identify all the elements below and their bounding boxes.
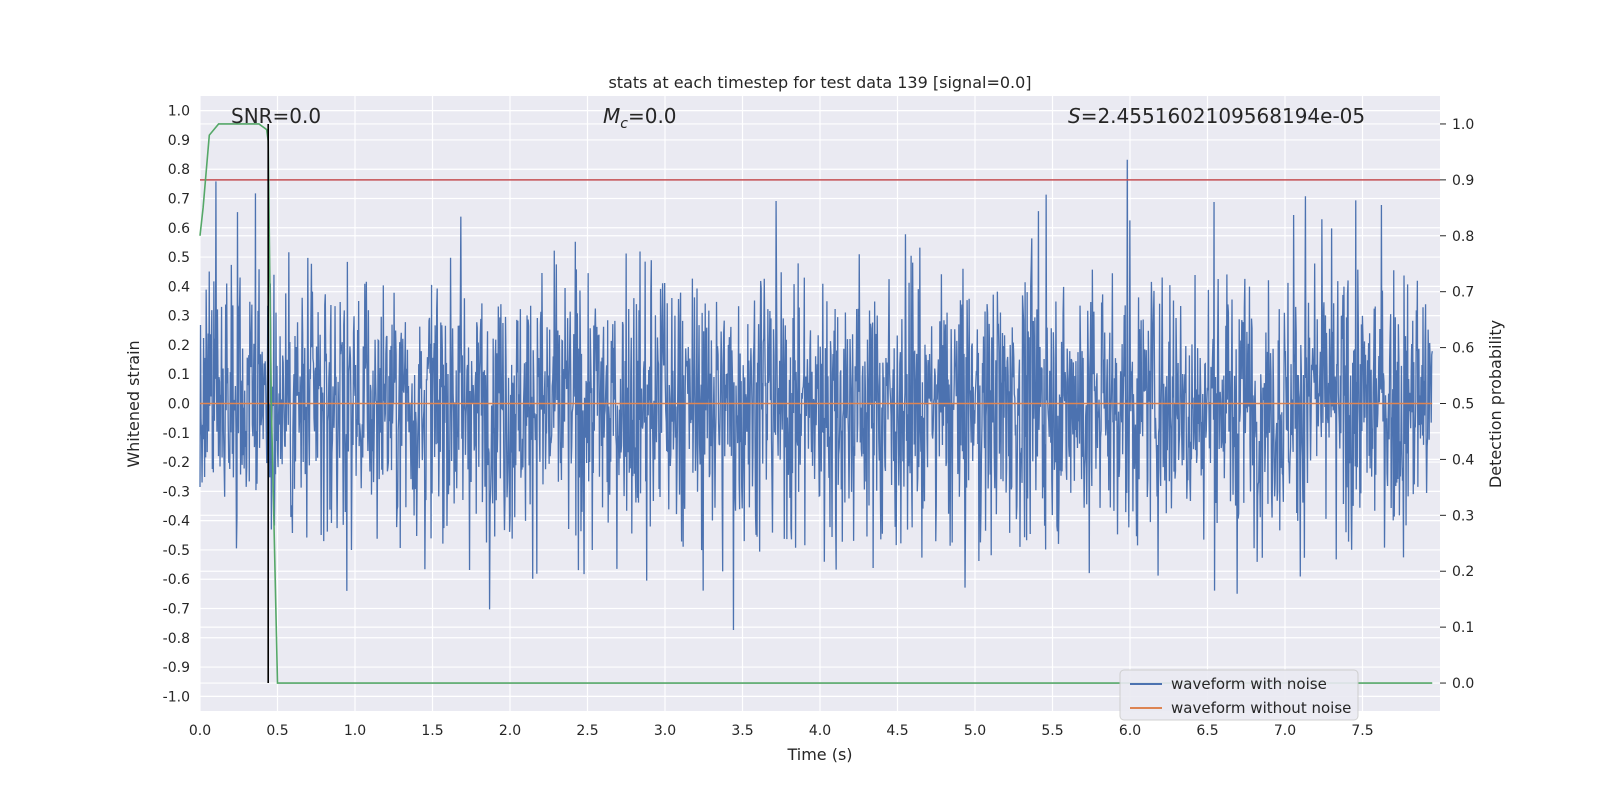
legend: waveform with noise waveform without noi… <box>1119 669 1359 721</box>
y2-tick-label: 0.5 <box>1452 397 1474 413</box>
x-tick-label: 7.0 <box>1274 723 1296 739</box>
y-tick-label: 0.7 <box>168 192 190 208</box>
series-waveform-with-noise <box>199 159 1433 631</box>
x-tick-label: 6.0 <box>1119 723 1141 739</box>
y2-tick-labels: 1.0 0.9 0.8 0.7 0.6 0.5 0.4 0.3 0.2 0.1 0.0 <box>1440 117 1474 692</box>
y-tick-label: 0.2 <box>168 338 190 354</box>
annotations: SNR=0.0 Mc=0.0 S=2.4551602109568194e-05 <box>231 104 1365 132</box>
x-tick-label: 7.5 <box>1351 723 1373 739</box>
legend-label-clean: waveform without noise <box>1171 699 1351 717</box>
y2-tick-label: 0.1 <box>1452 620 1474 636</box>
y-tick-label: 0.3 <box>168 309 190 325</box>
y-tick-label: -0.5 <box>163 543 190 559</box>
x-tick-label: 2.5 <box>576 723 598 739</box>
y2-tick-label: 0.3 <box>1452 508 1474 524</box>
y2-tick-label: 0.4 <box>1452 452 1474 468</box>
annotation-1: Mc=0.0 <box>603 104 677 132</box>
y2-tick-label: 0.9 <box>1452 173 1474 189</box>
x-tick-label: 3.5 <box>731 723 753 739</box>
y-tick-label: -0.6 <box>163 572 190 588</box>
plot-area <box>199 123 1440 684</box>
y-tick-label: 0.8 <box>168 162 190 178</box>
x-tick-label: 1.0 <box>344 723 366 739</box>
x-tick-label: 5.5 <box>1041 723 1063 739</box>
y2-tick-label: 0.7 <box>1452 285 1474 301</box>
y-axis-label: Whitened strain <box>124 340 143 467</box>
chart-title: stats at each timestep for test data 139… <box>608 73 1031 92</box>
y-tick-label: -1.0 <box>163 689 190 705</box>
series-detection-probability <box>199 123 1433 684</box>
x-tick-label: 4.5 <box>886 723 908 739</box>
y-tick-label: 0.0 <box>168 397 190 413</box>
y-tick-label: -0.4 <box>163 514 190 530</box>
x-tick-labels: 0.0 0.5 1.0 1.5 2.0 2.5 3.0 3.5 4.0 4.5 5.0 5.5 6.0 6… <box>189 723 1374 739</box>
y2-tick-label: 1.0 <box>1452 117 1474 133</box>
x-tick-label: 5.0 <box>964 723 986 739</box>
y-tick-label: 0.1 <box>168 367 190 383</box>
y-tick-label: 0.4 <box>168 279 190 295</box>
x-tick-label: 2.0 <box>499 723 521 739</box>
y-tick-label: -0.7 <box>163 602 190 618</box>
y-tick-label: 1.0 <box>168 104 190 120</box>
y2-tick-label: 0.8 <box>1452 229 1474 245</box>
y-tick-label: 0.5 <box>168 250 190 266</box>
x-axis-label: Time (s) <box>786 745 852 764</box>
y2-tick-label: 0.2 <box>1452 564 1474 580</box>
x-tick-label: 4.0 <box>809 723 831 739</box>
y-tick-labels: 1.0 0.9 0.8 0.7 0.6 0.5 0.4 0.3 0.2 0.1 0.0 -0.1 -0.… <box>163 104 190 706</box>
x-tick-label: 0.0 <box>189 723 211 739</box>
x-tick-label: 3.0 <box>654 723 676 739</box>
y-tick-label: -0.1 <box>163 426 190 442</box>
y2-tick-label: 0.6 <box>1452 341 1474 357</box>
y-tick-label: 0.6 <box>168 221 190 237</box>
y2-tick-label: 0.0 <box>1452 676 1474 692</box>
y-tick-label: -0.2 <box>163 455 190 471</box>
y2-axis-label: Detection probability <box>1486 320 1505 488</box>
y-tick-label: -0.8 <box>163 631 190 647</box>
x-tick-label: 1.5 <box>421 723 443 739</box>
y-tick-label: -0.9 <box>163 660 190 676</box>
x-tick-label: 6.5 <box>1196 723 1218 739</box>
y-tick-label: -0.3 <box>163 484 190 500</box>
x-tick-label: 0.5 <box>266 723 288 739</box>
legend-box <box>1119 669 1359 721</box>
annotation-0: SNR=0.0 <box>231 104 321 128</box>
annotation-2: S=2.4551602109568194e-05 <box>1068 104 1365 128</box>
y-tick-label: 0.9 <box>168 133 190 149</box>
legend-label-noise: waveform with noise <box>1171 675 1327 693</box>
